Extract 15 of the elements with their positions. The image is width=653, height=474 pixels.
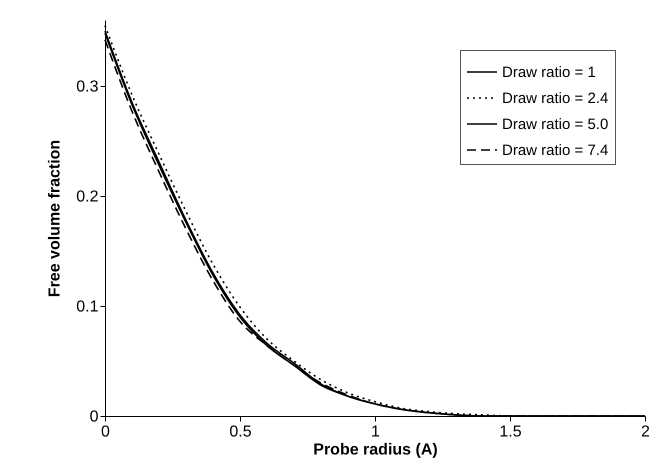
x-tick-label: 1 <box>371 424 380 440</box>
x-tick-label: 0.5 <box>229 424 252 440</box>
legend-label: Draw ratio = 7.4 <box>502 142 608 159</box>
y-tick-label: 0 <box>90 408 99 426</box>
y-tick-label: 0.3 <box>76 78 99 96</box>
legend-label: Draw ratio = 5.0 <box>502 116 608 133</box>
legend-label: Draw ratio = 1 <box>502 64 596 81</box>
x-tick-label: 0 <box>101 424 110 440</box>
legend-label: Draw ratio = 2.4 <box>502 90 608 107</box>
y-tick-label: 0.1 <box>76 298 99 316</box>
y-axis-title: Free volume fraction <box>46 140 64 298</box>
x-tick-label: 1.5 <box>499 424 522 440</box>
x-tick-label: 2 <box>641 424 650 440</box>
x-axis-title: Probe radius (A) <box>313 442 438 458</box>
y-tick-label: 0.2 <box>76 188 99 206</box>
